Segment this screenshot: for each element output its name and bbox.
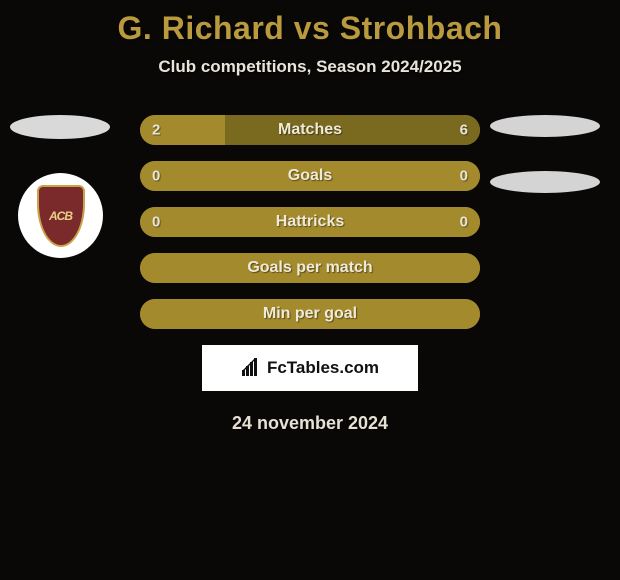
page-title: G. Richard vs Strohbach bbox=[0, 0, 620, 47]
stat-label: Goals per match bbox=[247, 259, 372, 277]
comparison-panel: ACB 2 6 Matches 0 0 Goals 0 0 Hattricks Goals per… bbox=[0, 115, 620, 434]
stat-right-value: 0 bbox=[460, 214, 468, 231]
player-photo-placeholder bbox=[10, 115, 110, 139]
right-player-column bbox=[490, 115, 600, 227]
brand-text: FcTables.com bbox=[267, 358, 379, 378]
stat-label: Hattricks bbox=[276, 213, 344, 231]
stat-bar: 0 0 Goals bbox=[140, 161, 480, 191]
stat-left-value: 0 bbox=[152, 214, 160, 231]
stat-label: Matches bbox=[278, 121, 342, 139]
stat-bar: 2 6 Matches bbox=[140, 115, 480, 145]
club-badge-placeholder bbox=[490, 171, 600, 193]
stat-right-value: 0 bbox=[460, 168, 468, 185]
stat-bar-right-fill bbox=[225, 115, 480, 145]
date-text: 24 november 2024 bbox=[0, 413, 620, 434]
stat-label: Goals bbox=[288, 167, 332, 185]
stat-bar: 0 0 Hattricks bbox=[140, 207, 480, 237]
stat-bar: Min per goal bbox=[140, 299, 480, 329]
chart-bars-icon bbox=[241, 358, 263, 378]
shield-icon: ACB bbox=[37, 185, 85, 247]
stat-bars: 2 6 Matches 0 0 Goals 0 0 Hattricks Goals per mat… bbox=[140, 115, 480, 329]
stat-left-value: 0 bbox=[152, 168, 160, 185]
club-initials: ACB bbox=[49, 209, 72, 223]
subtitle: Club competitions, Season 2024/2025 bbox=[0, 57, 620, 77]
stat-right-value: 6 bbox=[460, 122, 468, 139]
stat-left-value: 2 bbox=[152, 122, 160, 139]
stat-label: Min per goal bbox=[263, 305, 357, 323]
player-photo-placeholder bbox=[490, 115, 600, 137]
stat-bar: Goals per match bbox=[140, 253, 480, 283]
brand-box: FcTables.com bbox=[202, 345, 418, 391]
club-badge: ACB bbox=[18, 173, 103, 258]
left-player-column: ACB bbox=[10, 115, 110, 258]
